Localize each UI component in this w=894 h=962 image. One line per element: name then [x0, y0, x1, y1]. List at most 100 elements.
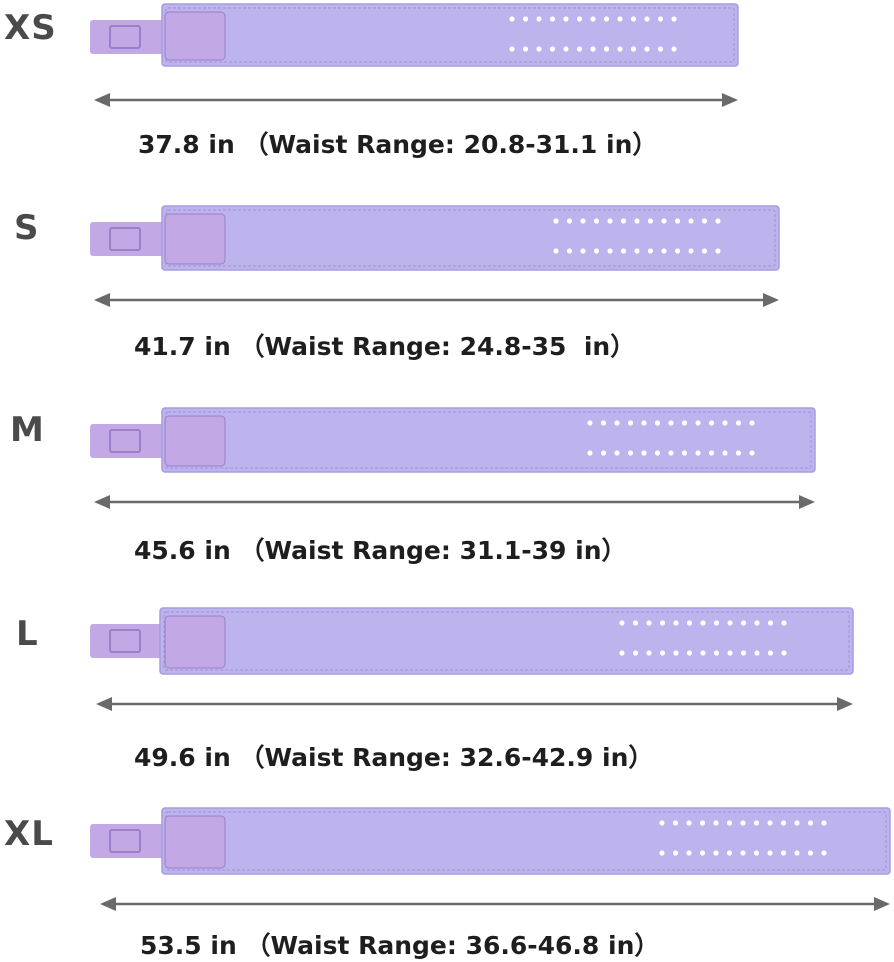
- belt-hole: [688, 218, 694, 224]
- strap-body: [159, 607, 854, 675]
- belt-hole: [617, 46, 623, 52]
- belt-hole: [699, 850, 706, 856]
- buckle-frame: [109, 629, 141, 653]
- belt-hole: [536, 16, 542, 22]
- belt-hole: [713, 820, 719, 826]
- belt-hole: [715, 218, 721, 224]
- length-arrow: [94, 293, 779, 307]
- belt-hole: [614, 420, 620, 426]
- size-label: XS: [4, 8, 57, 48]
- belt-hole: [509, 46, 515, 52]
- arrow-head-left: [100, 897, 116, 911]
- belt-hole: [580, 218, 586, 224]
- belt-hole: [549, 16, 556, 22]
- size-label: S: [14, 208, 40, 248]
- belt-illustration: [90, 3, 739, 107]
- belt-hole: [659, 820, 665, 826]
- belt-hole: [688, 248, 694, 254]
- length-and-waist-range: 45.6 in （Waist Range: 31.1-39 in）: [134, 536, 627, 565]
- belt-hole: [549, 46, 556, 52]
- belt-hole: [674, 248, 681, 254]
- belt-hole: [699, 820, 706, 826]
- belt-hole: [587, 420, 593, 426]
- belt-hole: [590, 46, 596, 52]
- buckle-frame: [109, 227, 141, 251]
- belt-hole: [627, 450, 634, 456]
- arrow-head-left: [96, 697, 112, 711]
- belt-hole: [647, 248, 654, 254]
- belt-hole: [686, 850, 692, 856]
- length-and-waist-range: 53.5 in （Waist Range: 36.6-46.8 in）: [140, 931, 660, 960]
- belt-hole: [647, 218, 654, 224]
- strap-body: [161, 407, 816, 473]
- belt-hole: [576, 46, 583, 52]
- belt-hole: [644, 16, 650, 22]
- belt-hole: [576, 16, 583, 22]
- belt-hole: [713, 650, 720, 656]
- buckle-lever: [164, 213, 226, 265]
- belt-hole: [767, 820, 773, 826]
- buckle-lever: [164, 11, 226, 61]
- belt-hole: [781, 650, 787, 656]
- belt-hole: [821, 850, 827, 856]
- belt-hole: [749, 450, 755, 456]
- length-arrow: [94, 93, 738, 107]
- belt-hole: [700, 650, 706, 656]
- belt-hole: [593, 248, 600, 254]
- belt-hole: [727, 620, 733, 626]
- belt-hole: [681, 450, 688, 456]
- belt-hole: [727, 650, 733, 656]
- belt-hole: [701, 218, 708, 224]
- belt-hole: [644, 46, 650, 52]
- buckle-frame: [109, 829, 141, 853]
- belt-hole: [754, 650, 760, 656]
- belt-hole: [661, 218, 667, 224]
- belt-hole: [726, 850, 733, 856]
- strap-body: [161, 205, 780, 271]
- belt-hole: [722, 420, 728, 426]
- belt-hole: [780, 850, 787, 856]
- belt-hole: [767, 620, 774, 626]
- belt-hole: [754, 620, 760, 626]
- belt-hole: [708, 420, 715, 426]
- belt-hole: [603, 46, 610, 52]
- belt-hole: [659, 620, 666, 626]
- belt-hole: [668, 420, 674, 426]
- belt-hole: [780, 820, 787, 826]
- belt-strap: [90, 3, 739, 67]
- belt-hole: [659, 850, 665, 856]
- belt-hole: [654, 450, 661, 456]
- belt-hole: [681, 420, 688, 426]
- belt-hole: [619, 620, 625, 626]
- belt-hole: [686, 620, 693, 626]
- belt-hole: [735, 450, 742, 456]
- belt-hole: [673, 620, 679, 626]
- strap-body: [161, 807, 891, 875]
- belt-illustration: [90, 807, 891, 911]
- arrow-head-left: [94, 293, 110, 307]
- belt-hole: [536, 46, 542, 52]
- belt-hole: [740, 620, 747, 626]
- length-and-waist-range: 41.7 in （Waist Range: 24.8-35 in）: [134, 332, 636, 361]
- length-arrow: [100, 897, 890, 911]
- belt-hole: [753, 820, 760, 826]
- belt-hole: [620, 218, 627, 224]
- belt-hole: [740, 650, 747, 656]
- buckle-frame: [109, 429, 141, 453]
- belt-hole: [632, 620, 639, 626]
- belt-hole: [672, 820, 679, 826]
- arrow-head-right: [722, 93, 738, 107]
- size-label: M: [10, 410, 45, 450]
- belt-hole: [767, 850, 773, 856]
- belt-hole: [672, 850, 679, 856]
- belt-hole: [695, 420, 701, 426]
- belt-hole: [646, 650, 652, 656]
- belt-hole: [563, 16, 569, 22]
- belt-hole: [634, 248, 640, 254]
- belt-hole: [715, 248, 721, 254]
- length-and-waist-range: 37.8 in （Waist Range: 20.8-31.1 in）: [138, 130, 658, 159]
- belt-hole: [674, 218, 681, 224]
- belt-hole: [607, 248, 613, 254]
- belt-hole: [740, 820, 746, 826]
